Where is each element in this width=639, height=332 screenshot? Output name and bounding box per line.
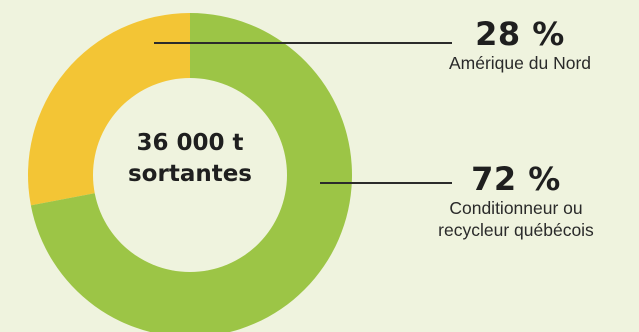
category-label-north-america: Amérique du Nord xyxy=(448,52,592,73)
percent-label-north-america: 28 % xyxy=(475,15,565,53)
center-label-line-2: sortantes xyxy=(127,161,252,188)
category-label-quebec-recycler-line-2: recycleur québécois xyxy=(438,219,594,240)
category-label-quebec-recycler-line-1: Conditionneur ou xyxy=(449,197,583,218)
donut-hole xyxy=(93,78,287,272)
center-label-line-1: 36 000 t xyxy=(136,130,244,156)
center-label: 36 000 t sortantes xyxy=(95,128,285,190)
percent-label-quebec-recycler: 72 % xyxy=(471,160,561,198)
callout-quebec-recycler: 72 % Conditionneur ou recycleur québécoi… xyxy=(396,160,636,241)
callout-north-america: 28 % Amérique du Nord xyxy=(400,15,639,74)
